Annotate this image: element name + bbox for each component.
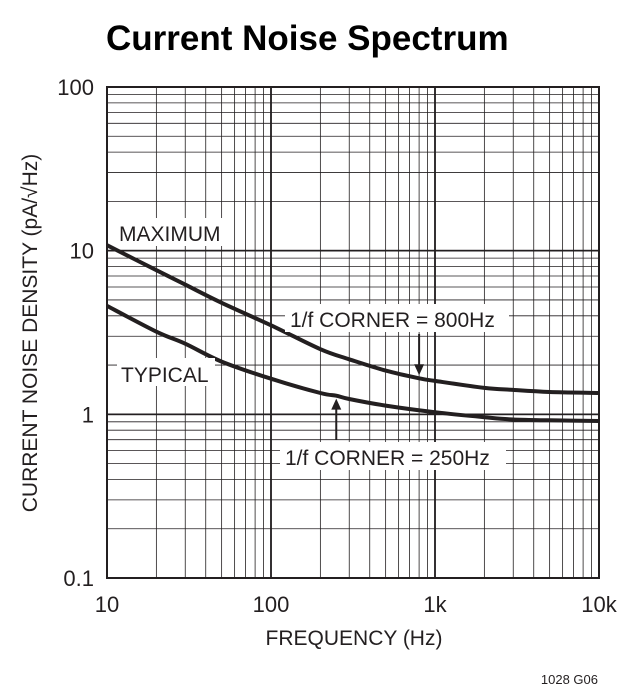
series-line-typical xyxy=(106,304,600,423)
chart-title: Current Noise Spectrum xyxy=(106,19,509,58)
x-tick-label: 10 xyxy=(95,592,119,617)
plot-grid xyxy=(106,86,600,579)
series-label-maximum: MAXIMUM xyxy=(119,223,221,246)
x-tick-label: 10k xyxy=(581,592,617,617)
annotation-250-bg xyxy=(280,442,506,470)
annotation-250hz: 1/f CORNER = 250Hz xyxy=(285,447,490,470)
y-tick-labels: 0.1 1 10 100 xyxy=(57,75,94,591)
y-axis-label: CURRENT NOISE DENSITY (pA/√Hz) xyxy=(19,154,42,512)
annotation-arrows xyxy=(331,334,425,440)
y-tick-label: 100 xyxy=(57,75,94,100)
series-group xyxy=(106,243,600,423)
maximum-label-bg xyxy=(116,218,234,246)
x-tick-label: 1k xyxy=(423,592,447,617)
typical-label-bg xyxy=(117,358,215,386)
series-label-typical: TYPICAL xyxy=(121,364,209,387)
y-tick-label: 10 xyxy=(70,239,94,264)
y-tick-label: 0.1 xyxy=(63,566,94,591)
y-tick-label: 1 xyxy=(82,402,94,427)
plot-frame xyxy=(106,86,600,579)
annotation-800-bg xyxy=(285,304,509,332)
figure-id: 1028 G06 xyxy=(541,672,598,687)
x-tick-label: 100 xyxy=(253,592,290,617)
arrow-250hz-head xyxy=(331,398,342,410)
x-tick-labels: 10 100 1k 10k xyxy=(95,592,618,617)
annotation-800hz: 1/f CORNER = 800Hz xyxy=(290,309,495,332)
arrow-800hz-head xyxy=(414,364,425,376)
x-axis-label: FREQUENCY (Hz) xyxy=(266,627,443,650)
series-line-maximum xyxy=(106,243,600,395)
